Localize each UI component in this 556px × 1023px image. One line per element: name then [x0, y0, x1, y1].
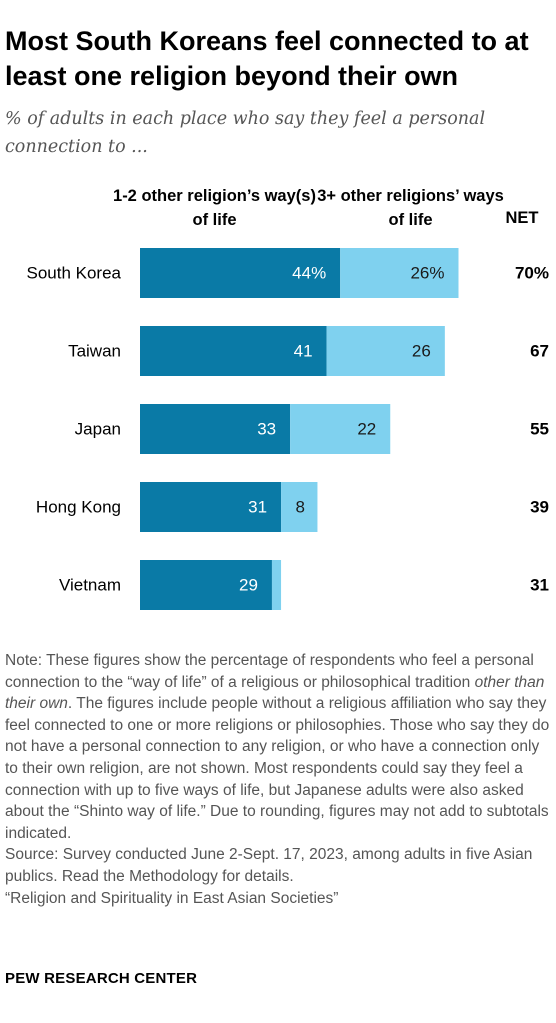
data-label-series1: 44% [292, 263, 326, 282]
bar-series2 [340, 248, 459, 298]
category-label: Hong Kong [36, 497, 121, 516]
bar-series1 [140, 482, 282, 532]
bar-series2 [271, 560, 282, 610]
data-label-series1: 41 [294, 341, 313, 360]
data-label-series2: 8 [296, 497, 305, 516]
chart-subtitle: % of adults in each place who say they f… [5, 109, 486, 157]
note-text-2: . The figures include people without a r… [5, 695, 550, 842]
net-label: 70% [515, 263, 549, 282]
legend-series2: 3+ other religions’ ways of life [317, 187, 504, 229]
footer-brand: PEW RESEARCH CENTER [5, 970, 198, 987]
report-title: “Religion and Spirituality in East Asian… [5, 889, 339, 907]
net-label: 67 [530, 341, 549, 360]
bar-series1 [140, 326, 327, 376]
net-label: 55 [530, 419, 549, 438]
net-label: 39 [530, 497, 549, 516]
category-label: South Korea [26, 263, 121, 282]
category-label: Japan [75, 419, 121, 438]
note-text-1: Note: These figures show the percentage … [5, 652, 534, 691]
legend-series1: 1-2 other religion’s way(s) of life [113, 187, 316, 229]
bar-series1 [140, 560, 272, 610]
bar-series1 [140, 248, 341, 298]
bar-series1 [140, 404, 291, 454]
net-label: 31 [530, 575, 549, 594]
data-label-series1: 33 [257, 419, 276, 438]
data-label-series2: 26 [412, 341, 431, 360]
note-italic: other than their own [5, 673, 545, 713]
category-label: Taiwan [68, 341, 121, 360]
data-label-series2: 26% [410, 263, 444, 282]
data-label-series1: 31 [248, 497, 267, 516]
bar-series2 [326, 326, 445, 376]
data-label-series2: 22 [357, 419, 376, 438]
category-label: Vietnam [59, 575, 121, 594]
chart-note: Note: These figures show the percentage … [5, 650, 553, 909]
chart-title: Most South Koreans feel connected to at … [5, 26, 529, 91]
bar-chart: South Korea 44% 26% 70% Taiwan 41 26 67 Japan 33 2… [26, 248, 549, 610]
bar-series2 [281, 482, 318, 532]
data-label-series1: 29 [239, 575, 258, 594]
bar-series2 [290, 404, 391, 454]
legend-net: NET [505, 209, 539, 227]
source-text: Source: Survey conducted June 2-Sept. 17… [5, 846, 533, 885]
